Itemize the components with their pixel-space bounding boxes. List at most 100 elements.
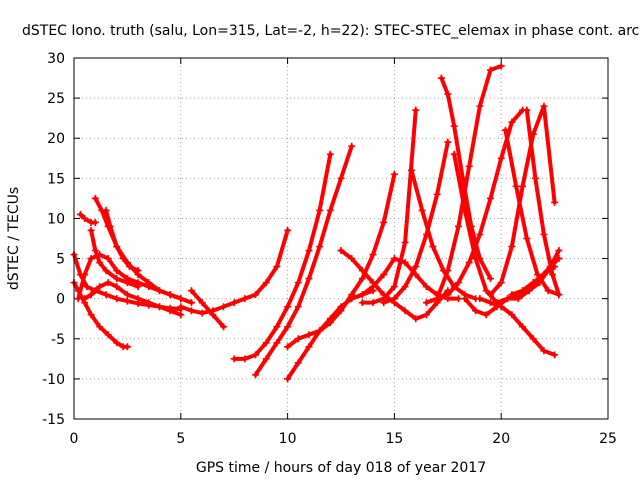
- data-point: [74, 295, 82, 303]
- data-point: [145, 283, 153, 291]
- data-point: [508, 118, 516, 126]
- data-point: [284, 375, 292, 383]
- series-8: [87, 226, 142, 291]
- data-point: [422, 283, 430, 291]
- data-point: [348, 295, 356, 303]
- data-point: [551, 198, 559, 206]
- data-point: [134, 267, 142, 275]
- data-point: [482, 287, 490, 295]
- x-tick-label: 25: [599, 431, 617, 447]
- data-point: [113, 243, 121, 251]
- series-14: [284, 170, 398, 351]
- series-17: [358, 106, 420, 307]
- data-point: [497, 154, 505, 162]
- series-9: [187, 287, 228, 331]
- data-point: [96, 259, 104, 267]
- data-point: [273, 263, 281, 271]
- data-point: [198, 309, 206, 317]
- data-point: [284, 303, 292, 311]
- data-point: [81, 271, 89, 279]
- series-22: [437, 74, 495, 283]
- data-point: [83, 283, 91, 291]
- data-point: [102, 267, 110, 275]
- x-tick-label: 15: [385, 431, 403, 447]
- data-point: [555, 291, 563, 299]
- data-point: [81, 214, 89, 222]
- data-point: [380, 218, 388, 226]
- data-point: [326, 150, 334, 158]
- data-point: [316, 206, 324, 214]
- data-point: [390, 295, 398, 303]
- data-point: [461, 206, 469, 214]
- y-tick-label: -5: [51, 332, 65, 348]
- data-point: [273, 323, 281, 331]
- series-29: [508, 263, 559, 299]
- data-point: [407, 166, 415, 174]
- data-point: [316, 243, 324, 251]
- data-point: [358, 291, 366, 299]
- data-point: [262, 355, 270, 363]
- data-point: [401, 307, 409, 315]
- data-point: [305, 343, 313, 351]
- data-point: [429, 243, 437, 251]
- data-point: [390, 170, 398, 178]
- data-point: [501, 126, 509, 134]
- data-point: [487, 291, 495, 299]
- data-point: [504, 295, 512, 303]
- data-point: [220, 323, 228, 331]
- data-point: [551, 263, 559, 271]
- data-point: [230, 299, 238, 307]
- y-tick-label: -15: [42, 412, 65, 428]
- data-point: [187, 287, 195, 295]
- data-point: [487, 275, 495, 283]
- data-point: [166, 291, 174, 299]
- data-point: [113, 295, 121, 303]
- data-point: [450, 122, 458, 130]
- series-line: [477, 296, 557, 357]
- data-point: [433, 295, 441, 303]
- data-point: [358, 299, 366, 307]
- plot-frame: [73, 57, 609, 420]
- data-point: [412, 263, 420, 271]
- series-6: [74, 251, 195, 307]
- data-point: [91, 247, 99, 255]
- data-point: [134, 295, 142, 303]
- data-point: [401, 259, 409, 267]
- data-point: [529, 335, 537, 343]
- data-point: [284, 343, 292, 351]
- data-point: [555, 247, 563, 255]
- data-point: [337, 174, 345, 182]
- data-point: [155, 303, 163, 311]
- data-point: [472, 307, 480, 315]
- series-line: [381, 140, 450, 305]
- data-point: [497, 62, 505, 70]
- data-point: [96, 283, 104, 291]
- data-point: [369, 251, 377, 259]
- series-line: [253, 144, 354, 377]
- data-point: [390, 255, 398, 263]
- data-point: [305, 331, 313, 339]
- data-point: [390, 283, 398, 291]
- y-tick-label: 25: [47, 91, 65, 107]
- data-point: [119, 255, 127, 263]
- data-point: [326, 319, 334, 327]
- data-point: [102, 206, 110, 214]
- data-point: [113, 339, 121, 347]
- data-point: [113, 275, 121, 283]
- data-point: [529, 279, 537, 287]
- data-point: [369, 283, 377, 291]
- data-point: [519, 323, 527, 331]
- data-point: [106, 222, 114, 230]
- data-point: [444, 138, 452, 146]
- series-28: [523, 106, 563, 299]
- data-point: [461, 295, 469, 303]
- y-tick-label: 30: [47, 51, 65, 67]
- data-point: [241, 295, 249, 303]
- data-point: [166, 307, 174, 315]
- data-point: [551, 351, 559, 359]
- data-point: [113, 283, 121, 291]
- data-point: [113, 267, 121, 275]
- x-tick-label: 5: [176, 431, 185, 447]
- series-18: [380, 138, 452, 307]
- series-10: [177, 226, 292, 317]
